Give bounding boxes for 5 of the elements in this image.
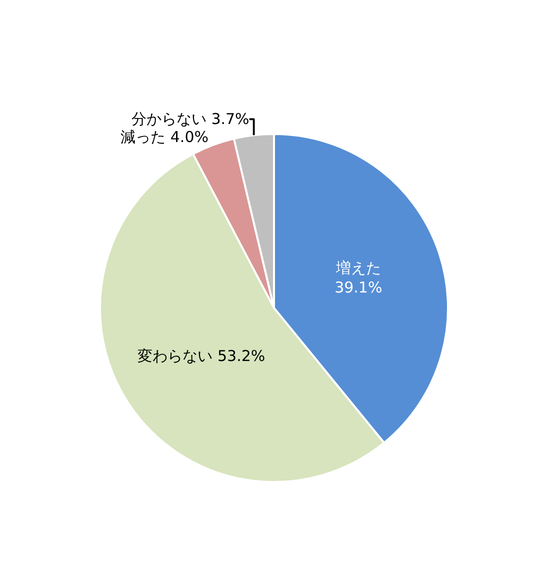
- slice-label: 分からない 3.7%: [131, 110, 250, 128]
- slice-label: 増えた: [334, 259, 381, 278]
- slice-label: 変わらない 53.2%: [138, 346, 266, 365]
- slice-label: 減った 4.0%: [120, 128, 209, 146]
- data-label: 39.1%: [334, 278, 382, 297]
